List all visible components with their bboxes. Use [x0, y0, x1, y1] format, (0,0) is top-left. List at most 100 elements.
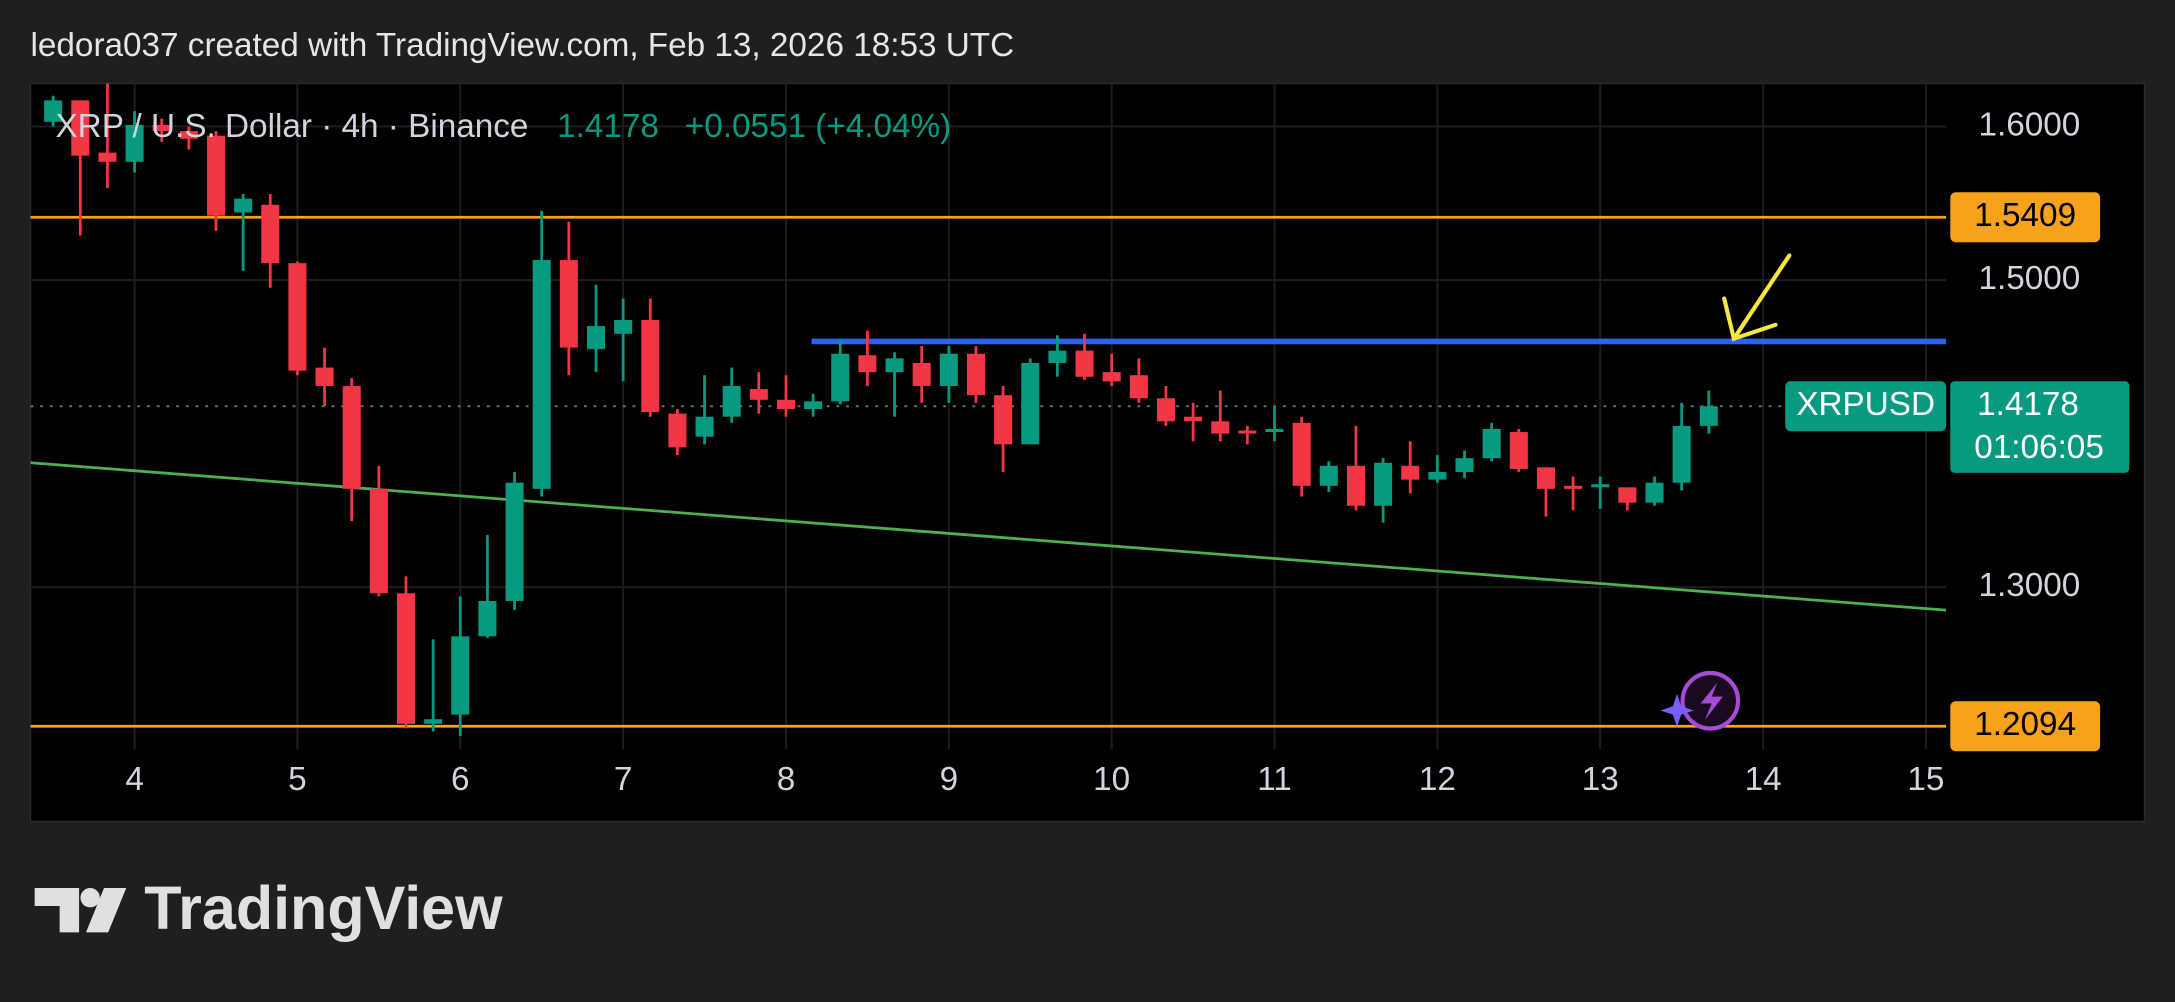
candle-body [234, 198, 253, 213]
candle-body [695, 416, 714, 437]
x-tick-label: 7 [614, 761, 633, 798]
candle-body [1211, 421, 1230, 434]
symbol-label-box [1785, 381, 1947, 432]
candle-body [1482, 428, 1501, 459]
candle-body [1021, 362, 1040, 445]
candle-body [261, 204, 280, 264]
level-label: 1.2094 [1974, 706, 2076, 743]
candle-body [994, 395, 1013, 445]
candle-body [1428, 471, 1447, 480]
candle-body [722, 385, 741, 417]
level-label: 1.5409 [1974, 197, 2076, 234]
alert-icon [1660, 670, 1741, 731]
candle-body [1075, 350, 1094, 377]
candle-body [1048, 350, 1067, 363]
candle-body [1129, 375, 1148, 399]
candle-body [749, 389, 768, 400]
y-tick-label: 1.5000 [1978, 260, 2080, 297]
candle-body [1292, 422, 1311, 486]
candle-body [478, 600, 497, 637]
candle-body [966, 353, 985, 396]
chart-pane [29, 82, 2146, 823]
x-tick-label: 5 [288, 761, 307, 798]
candle-body [342, 385, 361, 489]
level-label-box [1950, 701, 2101, 752]
candle-body [1564, 485, 1583, 489]
candle-body [424, 719, 443, 724]
x-tick-label: 4 [125, 761, 144, 798]
candle-body [804, 401, 823, 410]
candle-body [1374, 462, 1393, 506]
x-tick-label: 12 [1419, 761, 1456, 798]
candle-body [288, 263, 307, 371]
x-tick-label: 6 [451, 761, 470, 798]
x-tick-label: 14 [1745, 761, 1782, 798]
candle-body [641, 319, 660, 413]
x-tick-label: 11 [1257, 761, 1292, 798]
candle-body [1591, 484, 1610, 488]
candle-body [1618, 487, 1637, 503]
axes: 4 5 6 7 8 9 10 11 12 13 14 15 1.6000 1.5000 1.3000 1.54… [125, 106, 2130, 798]
candle-body [451, 636, 470, 715]
candle-body [1346, 465, 1365, 506]
candle-body [614, 319, 633, 334]
candle-body [1184, 416, 1203, 422]
candle-body [1699, 406, 1718, 426]
last-price-box [1950, 381, 2130, 473]
candles [44, 83, 1718, 737]
candle-body [206, 135, 226, 216]
candle-body [668, 413, 687, 448]
candle-body [1401, 465, 1420, 480]
candle-body [1238, 430, 1257, 434]
candle-body [858, 355, 877, 373]
candle-body [396, 593, 416, 724]
chart-title: XRP / U.S. Dollar · 4h · Binance 1.4178 … [55, 108, 951, 145]
candle-body [912, 362, 931, 386]
candle-body [98, 152, 117, 162]
candle-body [1536, 467, 1555, 489]
countdown-label: 01:06:05 [1974, 429, 2104, 466]
logo-text: TradingView [144, 874, 503, 942]
candle-body [1156, 398, 1175, 422]
x-tick-label: 8 [777, 761, 796, 798]
candle-body [505, 482, 524, 601]
arrow-annotation [1722, 253, 1792, 342]
candle-body [586, 326, 605, 350]
logo-mark [34, 888, 127, 933]
candle-body [152, 124, 171, 132]
x-tick-label: 10 [1093, 761, 1130, 798]
symbol-label: XRPUSD [1796, 386, 1935, 423]
candle-body [831, 353, 850, 402]
candle-body [1102, 372, 1121, 382]
candle-body [1672, 425, 1691, 483]
price: 1.4178 [557, 108, 659, 145]
header-text: ledora037 created with TradingView.com, … [31, 27, 1015, 64]
x-tick-label: 13 [1582, 761, 1619, 798]
candle-body [1265, 428, 1284, 433]
candle-body [532, 260, 551, 489]
candle-body [885, 358, 904, 373]
candle-body [125, 124, 144, 162]
candle-body [315, 367, 334, 386]
candle-body [71, 100, 90, 156]
candle-body [1645, 482, 1664, 503]
candle-body [1509, 432, 1528, 469]
y-tick-label: 1.3000 [1978, 567, 2080, 604]
change: +0.0551 (+4.04%) [685, 108, 951, 145]
candle-body [179, 131, 198, 139]
candle-body [44, 100, 63, 122]
candle-body [1319, 465, 1338, 486]
candle-body [776, 399, 795, 410]
candle-body [369, 488, 388, 594]
candle-body [939, 353, 958, 386]
level-label-box [1950, 192, 2101, 243]
y-tick-label: 1.6000 [1978, 106, 2080, 143]
x-tick-label: 9 [940, 761, 959, 798]
last-price-label: 1.4178 [1977, 386, 2079, 423]
title: XRP / U.S. Dollar · 4h · Binance [55, 108, 528, 145]
x-tick-label: 15 [1907, 761, 1944, 798]
candle-body [559, 260, 578, 348]
candle-body [1455, 458, 1474, 472]
